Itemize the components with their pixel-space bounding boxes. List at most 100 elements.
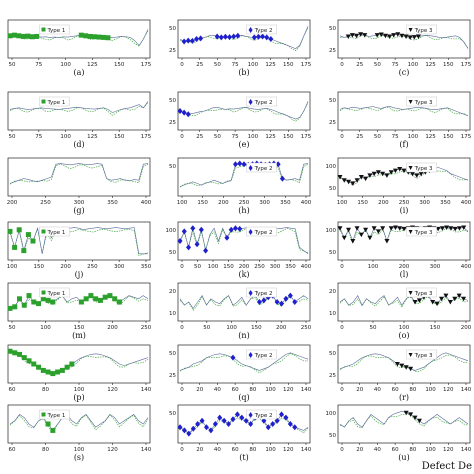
legend-box [246,409,277,420]
y-tick-label: 10 [329,311,336,317]
y-tick-label: 50 [169,164,176,170]
defect-marker [434,301,440,307]
legend-box [406,287,437,298]
panel-label: (e) [239,140,250,149]
defect-marker [248,421,254,427]
x-tick-label: 120 [443,387,454,393]
defect-marker [279,411,285,418]
x-tick-label: 80 [249,387,256,393]
defect-marker [415,34,421,39]
legend-label: Type 2 [254,230,273,236]
series-reference-line [339,295,469,308]
panel-s: 60 80 100 120 140 Type 1 (s) [7,404,152,462]
legend: Type 3 [406,226,437,237]
defect-marker [230,354,236,361]
x-tick-label: 150 [443,134,454,140]
y-tick-label: 50 [329,186,336,192]
defect-marker [367,173,373,178]
defect-marker [29,34,35,40]
legend: Type 2 [246,96,277,107]
legend-box [406,226,437,237]
defect-marker [45,297,51,303]
defect-marker [235,32,241,39]
defect-marker [380,171,386,177]
legend-symbol [41,27,46,32]
defect-marker [403,34,409,39]
x-tick-label: 60 [9,387,16,393]
defect-marker [337,175,343,180]
defect-marker [401,168,407,174]
x-tick-label: 125 [425,134,436,140]
x-tick-label: 200 [276,325,287,331]
defect-marker [287,292,293,299]
y-tick-label: 25 [329,373,336,379]
defect-marker [399,363,405,369]
x-tick-label: 20 [356,447,363,453]
defect-marker [394,362,400,367]
x-tick-label: 50 [9,325,16,331]
defect-marker [270,421,276,427]
defect-marker [374,33,380,38]
panel-a: 50 75 100 125 150 175 Type 1 (a) [7,19,152,77]
x-tick-label: 50 [374,62,381,68]
defect-marker [83,296,89,302]
defect-marker [287,421,293,427]
legend-label: Type 3 [414,100,433,106]
defect-marker [392,168,398,174]
defect-marker [349,33,355,38]
defect-marker [181,38,187,45]
x-tick-label: 40 [374,447,381,453]
plot-frame [337,91,471,131]
x-tick-label: 100 [60,134,71,140]
defect-marker [50,371,56,377]
defect-marker [261,417,267,424]
defect-marker [363,176,369,182]
defect-marker [375,170,381,175]
defect-marker [439,226,445,231]
defect-marker [260,33,266,40]
legend-symbol [248,352,253,358]
defect-marker [112,296,118,302]
defect-marker [279,175,285,182]
defect-marker [403,365,409,370]
x-tick-label: 50 [9,62,16,68]
defect-marker [218,34,224,41]
x-tick-label: 80 [409,387,416,393]
legend: Type 3 [406,287,437,298]
x-tick-label: 75 [232,134,239,140]
x-tick-label: 120 [283,447,294,453]
defect-marker [181,427,187,434]
defect-marker [21,302,27,308]
panel-label: (t) [239,453,248,462]
defect-marker [222,33,228,40]
panel-n: 0 50 100 150 200 250 20 10 Type 2 (n) [169,282,312,340]
legend-box [246,162,277,173]
defect-marker [17,351,23,357]
legend-label: Type 3 [414,166,433,172]
x-tick-label: 100 [408,134,419,140]
defect-marker [198,35,204,42]
defect-marker [237,160,243,167]
defect-marker [346,179,352,185]
defect-marker [371,171,377,177]
defect-marker [105,35,111,41]
plot-frame [337,157,471,197]
defect-marker [26,358,32,364]
y-tick-label: 20 [169,289,176,295]
defect-marker [234,411,240,418]
defect-marker [346,227,352,233]
defect-marker [7,228,13,234]
defect-marker [283,414,289,421]
y-tick-label: 50 [329,98,336,104]
x-tick-label: 100 [265,387,276,393]
x-tick-label: 0 [340,134,344,140]
defect-marker [414,173,420,178]
x-tick-label: 250 [141,325,152,331]
x-tick-label: 140 [301,387,312,393]
defect-marker [7,305,13,311]
panel-label: (h) [238,206,249,215]
footer-caption: Defect De [421,461,472,472]
x-tick-label: 140 [461,447,472,453]
x-tick-label: 140 [141,447,152,453]
legend: Type 2 [246,162,277,173]
